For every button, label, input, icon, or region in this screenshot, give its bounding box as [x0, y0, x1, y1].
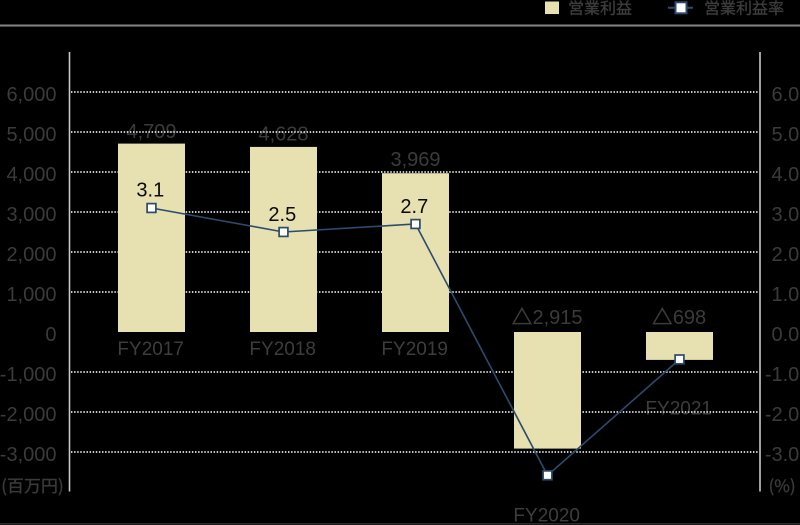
svg-text:0: 0: [45, 324, 56, 346]
svg-text:3.1: 3.1: [136, 180, 164, 202]
svg-text:-1,000: -1,000: [0, 364, 57, 386]
svg-text:698: 698: [673, 307, 706, 329]
svg-text:6,000: 6,000: [6, 84, 56, 106]
svg-text:0.0: 0.0: [772, 324, 800, 346]
svg-text:4,709: 4,709: [126, 121, 176, 143]
svg-text:3.0: 3.0: [772, 204, 800, 226]
svg-text:3,000: 3,000: [6, 204, 56, 226]
svg-text:5,000: 5,000: [6, 124, 56, 146]
svg-text:1.0: 1.0: [772, 284, 800, 306]
svg-text:-3,000: -3,000: [0, 444, 57, 466]
svg-text:2,915: 2,915: [532, 307, 582, 329]
svg-text:5.0: 5.0: [772, 124, 800, 146]
svg-text:1,000: 1,000: [6, 284, 56, 306]
svg-text:3,969: 3,969: [390, 149, 440, 171]
svg-text:-1.0: -1.0: [765, 364, 799, 386]
svg-text:FY2020: FY2020: [513, 506, 580, 525]
svg-text:FY2018: FY2018: [249, 339, 316, 360]
svg-text:-2,000: -2,000: [0, 404, 57, 426]
svg-text:6.0: 6.0: [772, 84, 800, 106]
svg-text:4.0: 4.0: [772, 164, 800, 186]
svg-text:4,000: 4,000: [6, 164, 56, 186]
svg-text:2.0: 2.0: [772, 244, 800, 266]
svg-text:FY2017: FY2017: [117, 339, 184, 360]
svg-text:2.7: 2.7: [400, 196, 428, 218]
svg-text:2,000: 2,000: [6, 244, 56, 266]
svg-text:-2.0: -2.0: [765, 404, 799, 426]
svg-text:FY2019: FY2019: [381, 339, 448, 360]
svg-text:FY2021: FY2021: [645, 399, 712, 420]
svg-text:-3.0: -3.0: [765, 444, 799, 466]
svg-text:2.5: 2.5: [268, 204, 296, 226]
svg-text:4,628: 4,628: [258, 124, 308, 146]
